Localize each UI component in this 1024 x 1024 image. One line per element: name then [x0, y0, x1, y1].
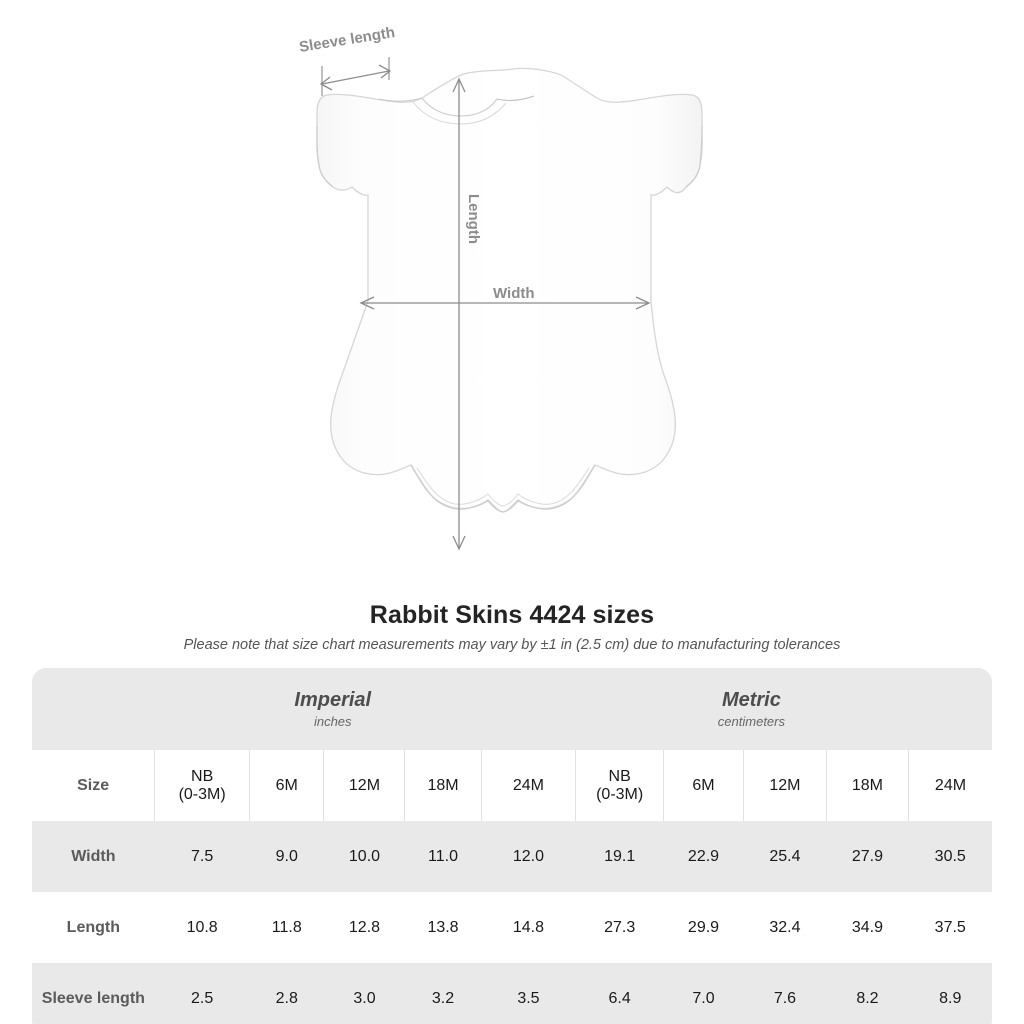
svg-text:Sleeve length: Sleeve length — [298, 24, 396, 56]
